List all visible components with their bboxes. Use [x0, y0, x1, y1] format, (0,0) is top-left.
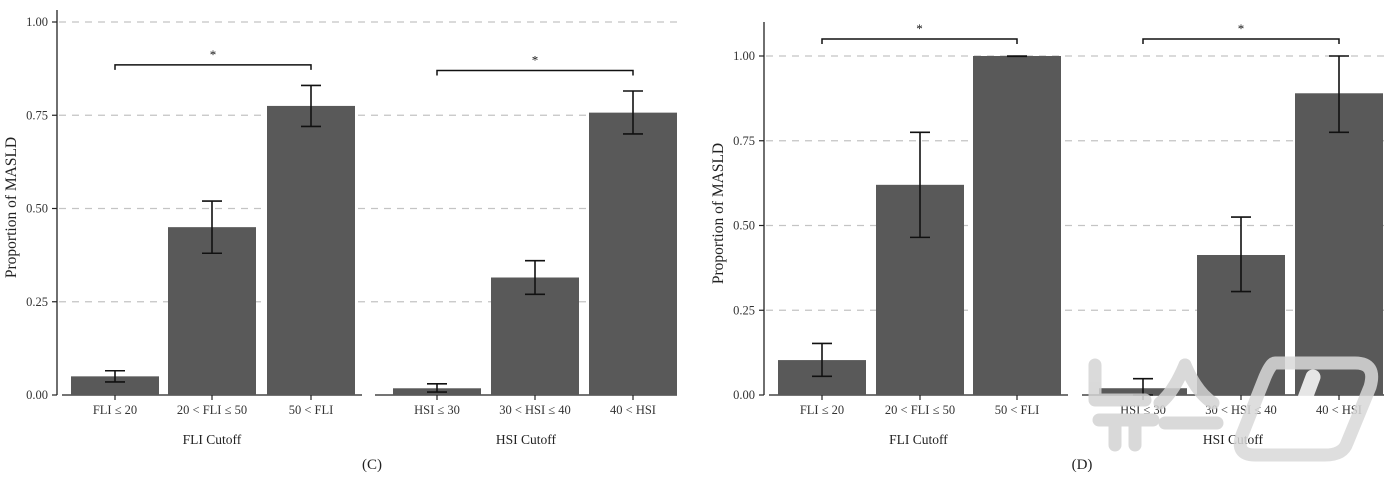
x-tick-label: 30 < HSI ≤ 40 — [499, 403, 571, 417]
y-tick-label: 0.50 — [26, 202, 48, 216]
bar — [491, 277, 579, 395]
significance-bracket — [1142, 38, 1340, 45]
x-tick-label: 40 < HSI — [1316, 403, 1362, 417]
x-tick-label: FLI ≤ 20 — [93, 403, 137, 417]
x-tick-label: 50 < FLI — [289, 403, 334, 417]
x-tick-label: HSI ≤ 30 — [414, 403, 460, 417]
y-tick-label: 1.00 — [733, 49, 755, 63]
panel-label: (D) — [1072, 457, 1093, 473]
x-axis-label: FLI Cutoff — [889, 432, 948, 447]
y-tick-label: 0.00 — [733, 388, 755, 402]
significance-bracket — [436, 69, 634, 76]
significance-marker: * — [532, 52, 539, 67]
significance-marker: * — [210, 47, 217, 62]
bar — [1295, 93, 1383, 395]
y-tick-label: 0.25 — [26, 295, 48, 309]
x-tick-label: FLI ≤ 20 — [800, 403, 844, 417]
bar — [589, 112, 677, 395]
significance-bracket — [114, 64, 312, 70]
y-tick-label: 0.00 — [26, 388, 48, 402]
news1-watermark-logo — [1088, 356, 1379, 462]
bar — [973, 56, 1061, 395]
x-tick-label: 20 < FLI ≤ 50 — [177, 403, 247, 417]
y-axis-label: Proportion of MASLD — [3, 137, 20, 278]
x-tick-label: 50 < FLI — [995, 403, 1040, 417]
x-tick-label: 40 < HSI — [610, 403, 656, 417]
y-tick-label: 0.50 — [733, 219, 755, 233]
x-axis-label: HSI Cutoff — [496, 432, 557, 447]
y-tick-label: 0.75 — [26, 108, 48, 122]
y-tick-label: 0.25 — [733, 303, 755, 317]
significance-bracket — [821, 38, 1018, 45]
x-tick-label: 20 < FLI ≤ 50 — [885, 403, 955, 417]
bar — [168, 227, 256, 395]
bar — [71, 376, 159, 395]
y-tick-label: 0.75 — [733, 134, 755, 148]
significance-marker: * — [916, 21, 923, 36]
y-tick-label: 1.00 — [26, 15, 48, 29]
bar — [267, 105, 355, 396]
y-axis-label: Proportion of MASLD — [710, 143, 727, 284]
significance-marker: * — [1238, 21, 1245, 36]
panel-label: (C) — [362, 457, 382, 473]
x-axis-label: FLI Cutoff — [183, 432, 242, 447]
